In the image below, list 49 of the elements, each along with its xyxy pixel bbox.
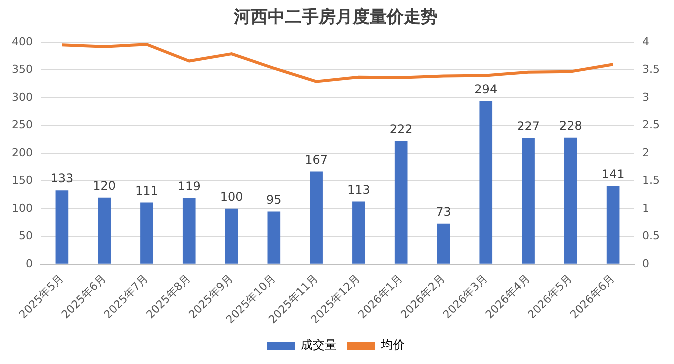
bar (56, 190, 69, 264)
bar (225, 208, 238, 264)
y-tick-label: 350 (12, 63, 33, 76)
data-label: 141 (602, 167, 625, 182)
bar (437, 224, 450, 264)
data-label: 120 (93, 178, 116, 193)
bar (606, 186, 620, 264)
data-label: 133 (50, 172, 74, 186)
y-tick-label: 100 (12, 202, 33, 215)
data-label: 227 (517, 120, 540, 134)
legend-label: 均价 (380, 338, 405, 352)
bar (98, 198, 111, 264)
y2-tick-label: 0.5 (642, 230, 660, 243)
data-label: 228 (559, 118, 582, 133)
y-tick-label: 400 (12, 35, 33, 48)
data-label: 100 (220, 190, 244, 204)
data-label: 222 (390, 122, 413, 136)
y2-tick-label: 4 (642, 35, 650, 48)
y-tick-label: 300 (12, 90, 33, 104)
bar (564, 138, 578, 264)
bar (140, 202, 154, 264)
data-label: 119 (178, 179, 201, 194)
y-tick-label: 50 (18, 230, 33, 243)
y2-tick-label: 2.5 (642, 118, 660, 132)
y2-tick-label: 3.5 (642, 63, 660, 76)
y2-tick-label: 3 (642, 90, 650, 104)
y2-tick-label: 0 (642, 257, 650, 270)
data-label: 294 (474, 82, 498, 96)
y-tick-label: 0 (26, 257, 33, 270)
bar (480, 101, 493, 264)
chart-title: 河西中二手房月度量价走势 (233, 8, 438, 28)
bar (182, 198, 196, 264)
y2-tick-label: 1.5 (642, 174, 660, 188)
bar (522, 138, 535, 264)
y2-tick-label: 2 (642, 146, 650, 160)
bar (268, 212, 281, 264)
bar (352, 202, 366, 264)
y-tick-label: 150 (12, 174, 33, 188)
data-label: 113 (347, 182, 370, 197)
bar (310, 172, 323, 264)
data-label: 167 (305, 152, 328, 167)
y2-tick-label: 1 (642, 202, 650, 215)
y-tick-label: 250 (12, 118, 33, 132)
data-label: 95 (266, 192, 282, 207)
data-label: 111 (136, 184, 158, 198)
data-label: 73 (436, 205, 452, 220)
legend-label: 成交量 (301, 338, 337, 352)
bar (394, 141, 408, 264)
y-tick-label: 200 (12, 146, 33, 160)
